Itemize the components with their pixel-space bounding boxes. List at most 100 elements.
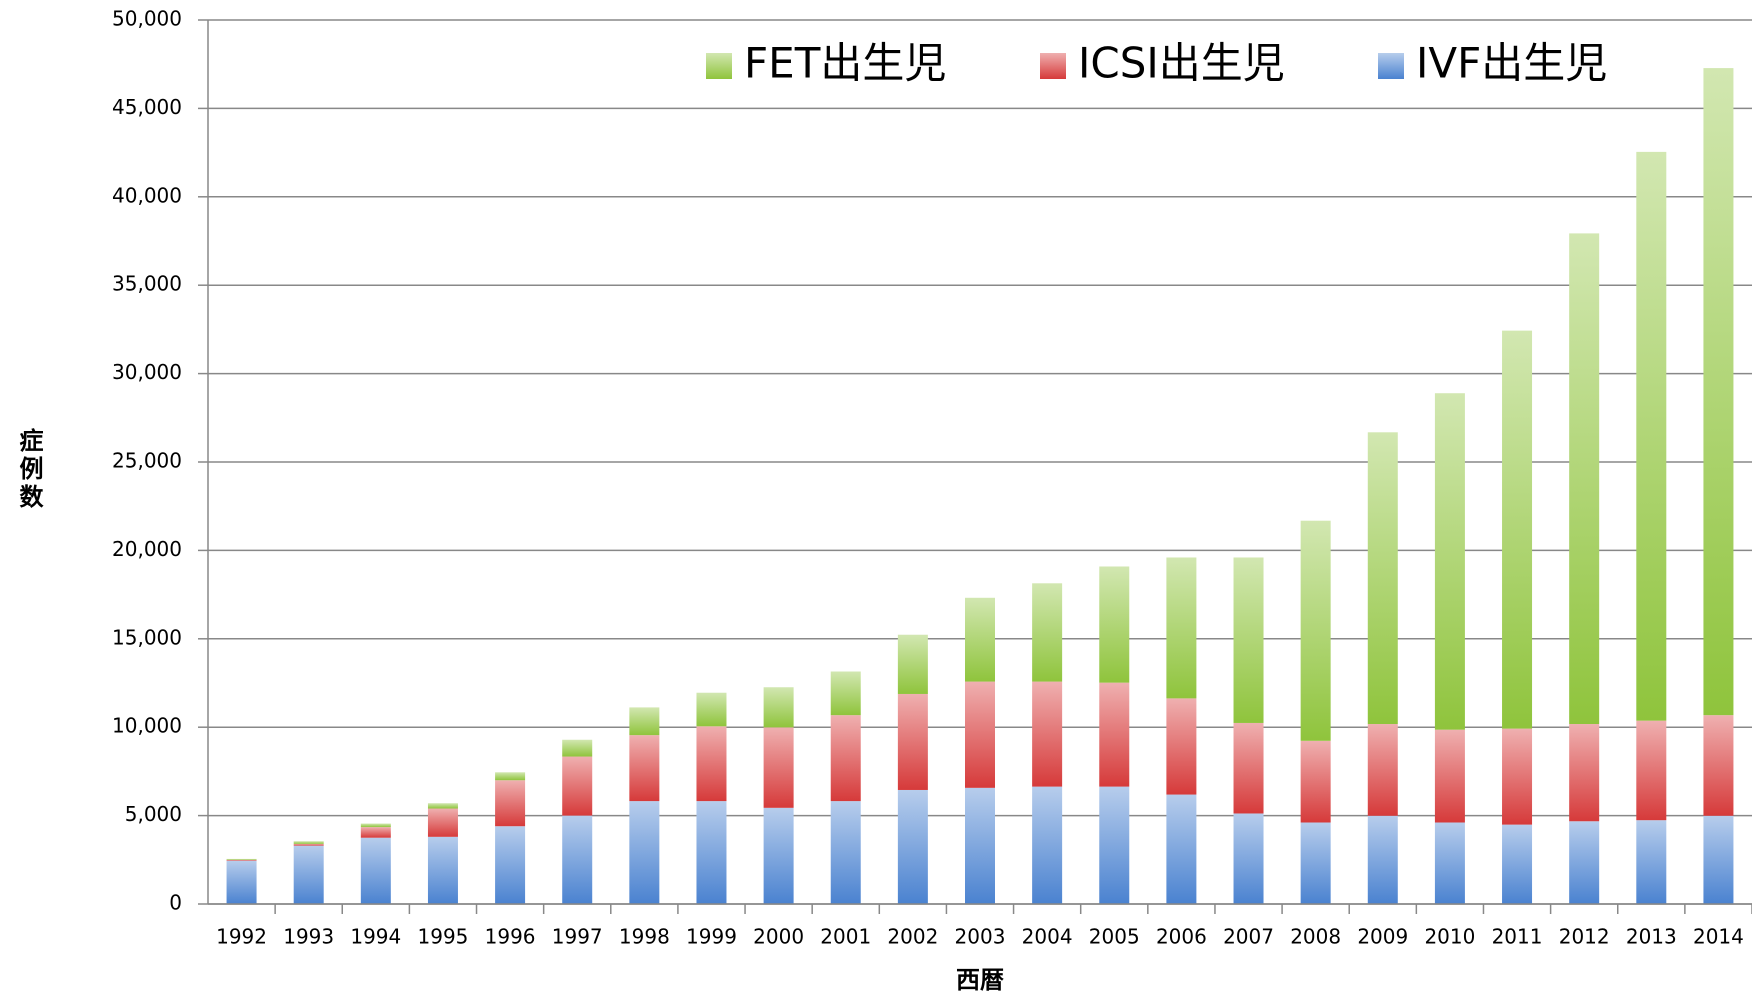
bar-segment: [965, 787, 995, 904]
bar-segment: [830, 801, 861, 904]
x-tick-label: 2012: [1559, 925, 1610, 949]
x-tick-label: 2007: [1223, 925, 1274, 949]
bar-segment: [293, 845, 324, 904]
bar-segment: [1032, 681, 1063, 787]
bar-segment: [293, 841, 324, 844]
bar-segment: [495, 780, 526, 827]
x-tick-label: 2002: [887, 925, 938, 949]
x-tick-label: 2001: [820, 925, 871, 949]
bar-segment: [1099, 682, 1130, 787]
bar-segment: [696, 692, 727, 727]
bar-segment: [897, 789, 928, 904]
bar-segment: [629, 707, 660, 736]
y-tick-label: 10,000: [112, 714, 182, 738]
bar-segment: [763, 687, 794, 728]
x-tick-label: 2000: [753, 925, 804, 949]
bar-segment: [293, 843, 324, 846]
legend-label: IVF出生児: [1416, 39, 1607, 88]
x-tick-label: 2003: [955, 925, 1006, 949]
x-tick-label: 1993: [283, 925, 334, 949]
legend-swatch: [1378, 53, 1404, 79]
bar-segment: [360, 823, 391, 828]
bar-segment: [562, 815, 593, 904]
x-tick-label: 1998: [619, 925, 670, 949]
x-tick-label: 2009: [1357, 925, 1408, 949]
bar-segment: [562, 739, 593, 757]
bar-segment: [1434, 729, 1465, 823]
bar-segment: [1569, 233, 1600, 725]
bar-segment: [1636, 151, 1667, 721]
bar-segment: [1367, 724, 1398, 816]
x-tick-label: 1992: [216, 925, 267, 949]
bar-segment: [360, 827, 391, 838]
y-tick-label: 45,000: [112, 95, 182, 119]
bar-segment: [226, 859, 257, 861]
bar-segment: [360, 837, 391, 904]
bar-segment: [1367, 815, 1398, 904]
bar-segment: [427, 808, 458, 837]
bar-segment: [495, 826, 526, 904]
y-tick-label: 5,000: [125, 802, 182, 826]
x-tick-label: 2011: [1492, 925, 1543, 949]
bar-segment: [696, 726, 727, 802]
bar-segment: [965, 597, 995, 682]
bar-segment: [965, 681, 995, 788]
bar-segment: [427, 803, 458, 809]
bar-segment: [1569, 724, 1600, 822]
bar-segment: [1703, 815, 1734, 904]
bar-segment: [1636, 820, 1667, 904]
y-axis-title: 症例数: [15, 427, 43, 512]
bar-segment: [897, 693, 928, 790]
bar-segment: [226, 860, 257, 904]
legend-label: ICSI出生児: [1078, 39, 1285, 88]
y-tick-label: 50,000: [112, 7, 182, 31]
y-tick-label: 35,000: [112, 272, 182, 296]
bar-segment: [1502, 824, 1533, 904]
y-tick-label: 40,000: [112, 183, 182, 207]
bar-segment: [562, 756, 593, 816]
bar-segment: [1569, 821, 1600, 904]
bar-segment: [1032, 786, 1063, 904]
bar-segment: [1300, 822, 1331, 904]
bar-segment: [1502, 330, 1533, 729]
legend-swatch: [1040, 53, 1066, 79]
x-tick-label: 2010: [1424, 925, 1475, 949]
bar-segment: [1166, 698, 1197, 795]
y-tick-label: 30,000: [112, 360, 182, 384]
bar-segment: [1099, 786, 1130, 904]
bar-segment: [1166, 557, 1197, 699]
x-axis-title: 西暦: [956, 966, 1004, 994]
bar-segment: [427, 836, 458, 904]
x-tick-label: 2005: [1089, 925, 1140, 949]
bar-segment: [1166, 794, 1197, 904]
y-tick-label: 0: [169, 891, 182, 915]
y-tick-label: 25,000: [112, 449, 182, 473]
x-tick-label: 2004: [1022, 925, 1073, 949]
bar-segment: [629, 801, 660, 904]
legend-swatch: [706, 53, 732, 79]
y-tick-label: 20,000: [112, 537, 182, 561]
bar-segment: [763, 727, 794, 808]
bar-segment: [897, 634, 928, 694]
bar-segment: [495, 772, 526, 781]
bar-segment: [1367, 432, 1398, 725]
bar-segment: [1099, 566, 1130, 683]
x-tick-label: 1996: [485, 925, 536, 949]
x-tick-label: 1994: [350, 925, 401, 949]
y-tick-label: 15,000: [112, 625, 182, 649]
bar-segment: [629, 735, 660, 802]
bar-segment: [1636, 720, 1667, 821]
bar-segment: [1703, 715, 1734, 816]
x-tick-label: 1997: [552, 925, 603, 949]
bar-segment: [1703, 68, 1734, 716]
bar-segment: [226, 858, 257, 860]
bar-segment: [1032, 583, 1063, 682]
bar-segment: [1300, 520, 1331, 741]
bar-segment: [830, 715, 861, 802]
bar-segment: [763, 807, 794, 904]
bar-segment: [1434, 822, 1465, 904]
bar-segment: [1300, 740, 1331, 823]
bar-segment: [1233, 557, 1264, 723]
legend-label: FET出生児: [744, 39, 946, 88]
